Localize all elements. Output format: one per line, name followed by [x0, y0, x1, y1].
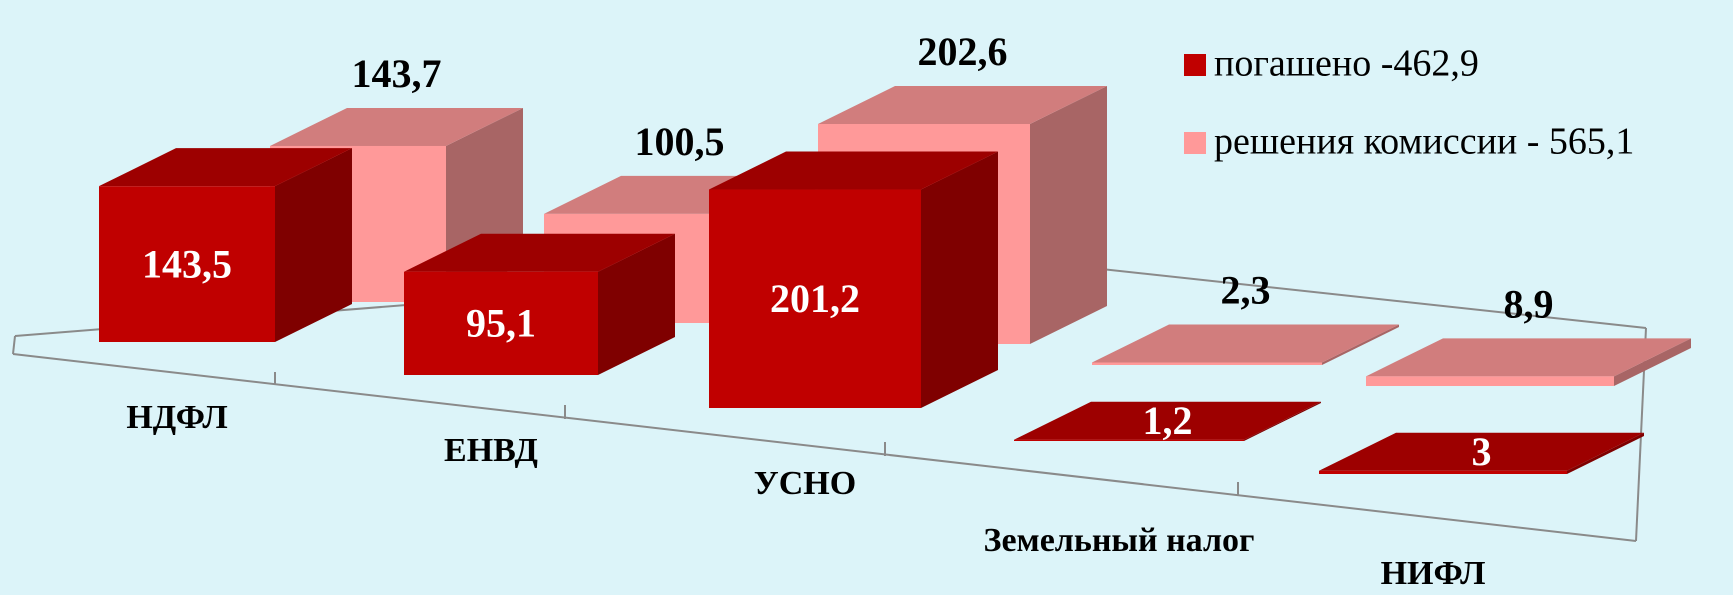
bar: [1366, 376, 1614, 386]
value-label: 143,7: [352, 51, 442, 96]
bar: [1014, 439, 1244, 441]
value-label: 3: [1472, 429, 1492, 474]
x-tick-label: НДФЛ: [126, 399, 227, 436]
legend-label: погашено -462,9: [1214, 43, 1479, 85]
bar-top: [818, 86, 1107, 124]
x-tick-label: Земельный налог: [984, 522, 1255, 559]
bar-side: [275, 148, 352, 342]
legend-label: решения комиссии - 565,1: [1214, 121, 1634, 163]
bar-side: [1244, 401, 1321, 441]
value-label: 95,1: [466, 301, 536, 346]
x-tick-label: НИФЛ: [1381, 555, 1486, 592]
bar-side: [1614, 338, 1691, 386]
bar: [404, 271, 598, 375]
bar: [1092, 362, 1322, 365]
bar-side: [1030, 86, 1107, 344]
bar-side: [598, 233, 675, 375]
value-label: 8,9: [1504, 282, 1554, 327]
bar: [1319, 470, 1567, 474]
value-label: 2,3: [1221, 268, 1271, 313]
value-label: 143,5: [142, 241, 232, 286]
value-label: 202,6: [918, 29, 1008, 74]
bar-top: [1319, 432, 1644, 471]
legend-swatch: [1184, 54, 1206, 76]
value-label: 201,2: [770, 276, 860, 321]
bar-top: [1092, 324, 1399, 363]
bar-top: [1366, 338, 1691, 377]
bar: [709, 189, 921, 408]
bar-top: [709, 151, 998, 190]
value-label: 1,2: [1143, 398, 1193, 443]
bar-side: [1322, 324, 1399, 365]
bar: [99, 186, 275, 342]
bar-side: [1567, 432, 1644, 474]
bar-side: [921, 151, 998, 408]
x-tick-label: ЕНВД: [444, 432, 538, 469]
bar-top: [1014, 401, 1321, 440]
bar-top: [404, 233, 675, 272]
value-label: 100,5: [635, 119, 725, 164]
legend-swatch: [1184, 132, 1206, 154]
bar-top: [99, 148, 352, 187]
x-tick-label: УСНО: [754, 465, 856, 502]
bar-top: [270, 107, 523, 146]
